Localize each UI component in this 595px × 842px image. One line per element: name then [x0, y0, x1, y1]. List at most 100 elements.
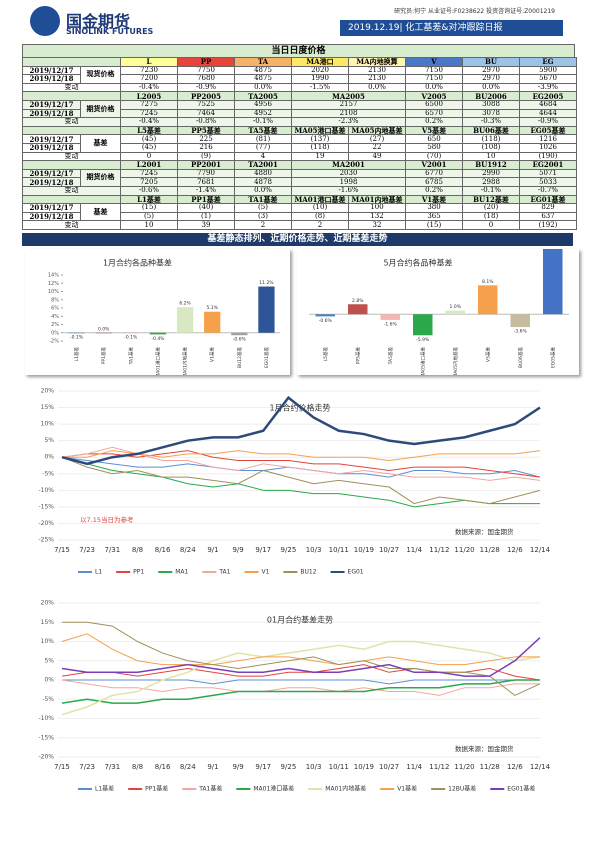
y-tick-label: 5% — [44, 437, 54, 444]
cell: 4952 — [234, 108, 292, 119]
cell: 变动 — [22, 220, 121, 230]
analyst: 研究员:何宁 从业证号:F0238622 投资咨询证号:Z0001219 — [394, 8, 555, 15]
cell: 580 — [405, 142, 463, 153]
y-tick-label: 4% — [51, 314, 59, 320]
cell: -0.9% — [177, 82, 235, 93]
cell: 7680 — [177, 74, 235, 84]
section-title: 基差静态排列、近期价格走势、近期基差走势 — [22, 233, 573, 246]
value-label: -0.1% — [124, 335, 138, 341]
bar — [149, 332, 167, 335]
y-tick-label: -10% — [38, 487, 54, 494]
bar — [510, 314, 530, 328]
y-tick-label: 0% — [51, 330, 59, 336]
bar — [348, 304, 368, 315]
cell: (15) — [405, 220, 463, 230]
cell: 2030 — [291, 168, 406, 179]
y-tick-label: -20% — [38, 754, 54, 761]
cell: 39 — [177, 220, 235, 230]
cell: EG2005 — [519, 91, 577, 101]
cell: 7750 — [177, 65, 235, 76]
cell: -1.4% — [177, 185, 235, 196]
value-label: -0.6% — [233, 337, 247, 343]
cell: 基差 — [80, 203, 121, 222]
cell: 2019/12/18 — [22, 74, 81, 84]
cell: 0.0% — [405, 82, 463, 93]
x-tick-label: 10/19 — [354, 546, 374, 554]
cell: -0.9% — [519, 117, 577, 127]
y-tick-label: 14% — [48, 273, 59, 279]
x-tick-label: TA1基差 — [127, 347, 134, 366]
x-tick-label: 10/3 — [306, 763, 322, 771]
cell: 380 — [405, 203, 463, 213]
cell: 1026 — [519, 142, 577, 153]
x-tick-label: 11/20 — [454, 546, 474, 554]
y-tick-label: -5% — [42, 470, 54, 477]
cell: MA港口 — [291, 57, 349, 67]
cell: 7245 — [120, 108, 178, 119]
cell: (40) — [177, 203, 235, 213]
cell: (1) — [177, 211, 235, 222]
bar — [176, 307, 194, 333]
legend-label: TA1 — [218, 569, 230, 576]
cell: (192) — [519, 220, 577, 230]
y-tick-label: -5% — [42, 696, 54, 703]
cell: -1.6% — [291, 185, 406, 196]
bar-chart: 5月合约各品种基差 -0.6% L5基差 2.8% PP5基差 -1.6% TA5基差 -5.… — [309, 249, 569, 375]
table-title: 当日日度价格 — [22, 44, 575, 58]
cell: 1990 — [291, 74, 349, 84]
y-tick-label: 12% — [48, 281, 59, 287]
x-tick-label: 7/15 — [54, 763, 70, 771]
cell: TA2001 — [234, 160, 292, 170]
cell: V2005 — [405, 91, 463, 101]
cell: 7150 — [405, 74, 463, 84]
chart-box — [297, 249, 579, 375]
series-line — [61, 679, 540, 704]
x-tick-label: 11/12 — [429, 546, 449, 554]
value-label: 5.1% — [206, 305, 218, 311]
x-tick-label: MA05内地基差 — [452, 347, 459, 375]
cell: 100 — [348, 203, 406, 213]
cell — [22, 160, 121, 170]
bar — [315, 314, 335, 317]
cell: TA1基差 — [234, 194, 292, 205]
bar — [68, 332, 85, 334]
cell: PP1基差 — [177, 194, 235, 205]
series-line — [61, 679, 540, 696]
cell: EG05基差 — [519, 125, 577, 136]
cell: 2108 — [291, 108, 406, 119]
value-label: -5.9% — [416, 337, 430, 343]
cell: 2019/12/17 — [22, 168, 81, 179]
x-tick-label: 9/1 — [207, 546, 218, 554]
x-tick-label: 11/12 — [429, 763, 449, 771]
x-tick-label: 11/20 — [454, 763, 474, 771]
cell: 7464 — [177, 108, 235, 119]
cell: 6785 — [405, 177, 463, 187]
cell: 变动 — [22, 151, 121, 162]
y-tick-label: -25% — [38, 537, 54, 544]
cell: 0.0% — [462, 82, 520, 93]
chart-title: 1月合约各品种基差 — [103, 258, 172, 268]
cell — [22, 91, 121, 101]
cell: (5) — [120, 211, 178, 222]
cell: (3) — [234, 211, 292, 222]
value-label: 2.8% — [352, 298, 364, 304]
cell: EG — [519, 57, 577, 67]
x-tick-label: 9/25 — [281, 546, 297, 554]
legend-label: L1基差 — [95, 785, 114, 793]
cell: V1基差 — [405, 194, 463, 205]
cell: (77) — [234, 142, 292, 153]
x-tick-label: 7/23 — [79, 546, 95, 554]
legend-label: 12BU基差 — [448, 785, 476, 793]
cell: 基差 — [80, 134, 121, 153]
cell: BU1912 — [462, 160, 520, 170]
cell: MA2005 — [291, 91, 406, 101]
cell — [22, 57, 121, 67]
cell: 4875 — [234, 65, 292, 76]
annotation: 以7.15当日为参考 — [80, 515, 134, 524]
cell: 7150 — [405, 65, 463, 76]
bar — [445, 310, 465, 315]
cell: 2990 — [462, 168, 520, 179]
series-line — [62, 621, 541, 696]
cell: (18) — [462, 211, 520, 222]
